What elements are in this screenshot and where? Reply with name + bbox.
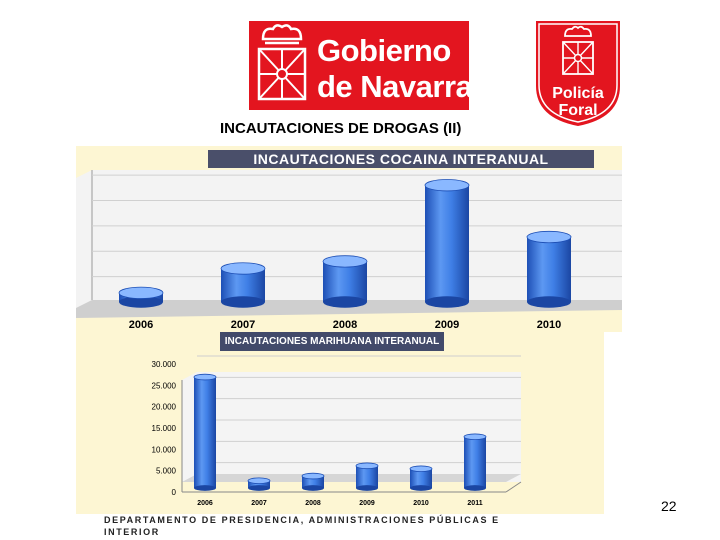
x-tick-label: 2010 (413, 500, 429, 507)
cocaine-chart-title: INCAUTACIONES COCAINA INTERANUAL (208, 150, 594, 168)
policia-coat-of-arms-icon (562, 25, 594, 75)
y-tick-label: 10.000 (152, 445, 177, 454)
x-tick-label: 2010 (537, 319, 561, 331)
marijuana-chart-panel: INCAUTACIONES MARIHUANA INTERANUAL 0 5.00… (76, 332, 604, 514)
bar-cocaine-2009 (424, 179, 470, 308)
bar-marijuana-2008 (301, 472, 325, 491)
bar-cocaine-2007 (220, 262, 266, 308)
x-tick-label: 2007 (251, 500, 267, 507)
x-tick-label: 2007 (231, 319, 255, 331)
bar-marijuana-2006 (193, 373, 217, 491)
x-tick-label: 2008 (305, 500, 321, 507)
gobierno-de-navarra-logo: Gobierno de Navarra (249, 21, 473, 110)
slide-title: INCAUTACIONES DE DROGAS (II) (220, 120, 462, 137)
gobierno-logo-line2: de Navarra (317, 69, 473, 104)
y-tick-label: 20.000 (152, 403, 177, 412)
y-tick-label: 0 (172, 488, 177, 497)
gobierno-logo-line1: Gobierno (317, 33, 451, 68)
y-tick-label: 5.000 (156, 467, 177, 476)
marijuana-chart-title: INCAUTACIONES MARIHUANA INTERANUAL (220, 332, 444, 351)
x-tick-label: 2009 (435, 319, 459, 331)
x-tick-label: 2008 (333, 319, 357, 331)
marijuana-bar-chart: 0 5.000 10.000 15.000 20.000 25.000 30.000 200… (152, 355, 522, 507)
policia-foral-badge: Policía Foral (536, 21, 620, 126)
policia-logo-line1: Policía (552, 85, 604, 102)
bar-marijuana-2010 (409, 465, 433, 491)
y-tick-label: 25.000 (152, 381, 177, 390)
y-tick-label: 30.000 (152, 360, 177, 369)
bar-marijuana-2011 (463, 433, 487, 491)
bar-marijuana-2009 (355, 462, 379, 491)
page-number: 22 (661, 498, 677, 514)
navarra-coat-of-arms-icon (257, 24, 307, 101)
bar-cocaine-2010 (526, 230, 572, 308)
y-tick-label: 15.000 (152, 424, 177, 433)
footer-department: DEPARTAMENTO DE PRESIDENCIA, ADMINISTRAC… (104, 515, 500, 537)
x-tick-label: 2006 (197, 500, 213, 507)
bar-cocaine-2006 (118, 286, 164, 308)
bar-cocaine-2008 (322, 255, 368, 308)
x-tick-label: 2006 (129, 319, 153, 331)
cocaine-chart-panel: INCAUTACIONES COCAINA INTERANUAL 2006 200… (76, 146, 622, 332)
bar-marijuana-2007 (247, 477, 271, 491)
policia-logo-line2: Foral (558, 102, 597, 119)
x-tick-label: 2009 (359, 500, 375, 507)
x-tick-label: 2011 (467, 500, 482, 507)
